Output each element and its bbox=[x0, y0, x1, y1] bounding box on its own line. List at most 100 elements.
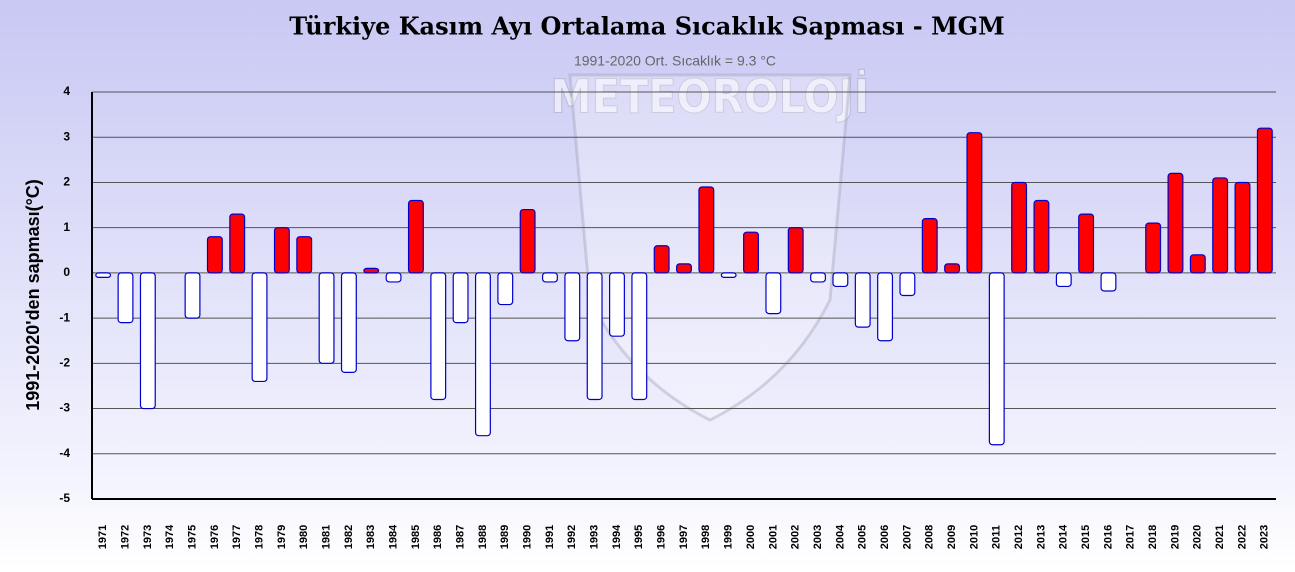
x-tick-label: 2002 bbox=[790, 525, 802, 549]
bar bbox=[340, 272, 357, 373]
x-tick-label: 1980 bbox=[298, 525, 310, 549]
bar bbox=[1212, 177, 1229, 274]
bar bbox=[586, 272, 603, 401]
bar bbox=[1011, 181, 1028, 274]
x-tick-label: 1977 bbox=[231, 525, 243, 549]
bar bbox=[743, 231, 759, 274]
y-tick-label: -3 bbox=[59, 401, 70, 415]
x-tick-label: 2009 bbox=[946, 525, 958, 549]
bar bbox=[1189, 254, 1206, 274]
x-tick-label: 2004 bbox=[834, 524, 846, 549]
bar bbox=[251, 272, 268, 383]
bar bbox=[1234, 181, 1251, 274]
bar bbox=[810, 272, 827, 283]
chart-title: Türkiye Kasım Ayı Ortalama Sıcaklık Sapm… bbox=[289, 12, 1004, 41]
bar bbox=[1256, 127, 1273, 274]
x-tick-label: 1994 bbox=[611, 524, 623, 549]
x-tick-label: 1982 bbox=[343, 525, 355, 549]
bar bbox=[1078, 213, 1095, 274]
x-tick-label: 1990 bbox=[522, 525, 534, 549]
x-tick-label: 1992 bbox=[566, 525, 578, 549]
x-tick-label: 1986 bbox=[432, 525, 444, 549]
bar bbox=[921, 218, 938, 274]
x-tick-label: 2013 bbox=[1035, 525, 1047, 549]
x-tick-label: 1971 bbox=[97, 525, 109, 549]
bar bbox=[720, 272, 737, 279]
y-tick-label: 1 bbox=[63, 220, 70, 234]
x-tick-label: 1975 bbox=[186, 525, 198, 549]
bar bbox=[95, 272, 112, 279]
bar bbox=[631, 272, 648, 401]
x-tick-label: 2014 bbox=[1058, 524, 1070, 549]
x-tick-label: 1973 bbox=[142, 525, 154, 549]
x-tick-label: 2019 bbox=[1169, 525, 1181, 549]
y-tick-label: -4 bbox=[59, 446, 70, 460]
watermark: METEOROLOJİ bbox=[551, 70, 870, 124]
x-tick-label: 2000 bbox=[745, 525, 757, 549]
x-tick-label: 1985 bbox=[410, 525, 422, 549]
y-tick-label: 3 bbox=[63, 129, 70, 143]
bar bbox=[497, 272, 514, 306]
x-tick-label: 1974 bbox=[164, 524, 176, 549]
x-tick-label: 1984 bbox=[387, 524, 399, 549]
bar bbox=[139, 272, 156, 410]
bar bbox=[1033, 199, 1050, 274]
x-tick-label: 1997 bbox=[678, 525, 690, 549]
bar bbox=[296, 236, 313, 274]
bar bbox=[541, 272, 558, 283]
x-tick-label: 2008 bbox=[924, 525, 936, 549]
x-tick-label: 2010 bbox=[968, 525, 980, 549]
bar bbox=[966, 132, 983, 274]
y-tick-label: -1 bbox=[59, 310, 70, 324]
bar bbox=[676, 263, 692, 274]
x-tick-label: 2011 bbox=[991, 525, 1003, 549]
x-tick-label: 1991 bbox=[544, 525, 556, 549]
bar bbox=[318, 272, 335, 364]
x-tick-label: 2003 bbox=[812, 525, 824, 549]
x-tick-label: 2016 bbox=[1102, 525, 1114, 549]
bar bbox=[1145, 222, 1162, 274]
x-tick-label: 1996 bbox=[656, 525, 668, 549]
x-tick-label: 2006 bbox=[879, 525, 891, 549]
bar bbox=[564, 272, 581, 342]
bar bbox=[609, 272, 625, 337]
bar bbox=[452, 272, 469, 324]
bar bbox=[899, 272, 916, 297]
bar bbox=[698, 186, 715, 274]
x-tick-label: 1983 bbox=[365, 525, 377, 549]
bar bbox=[385, 272, 402, 283]
x-tick-label: 1995 bbox=[633, 525, 645, 549]
x-tick-label: 2023 bbox=[1259, 525, 1271, 549]
x-tick-label: 2017 bbox=[1125, 525, 1137, 549]
x-tick-label: 2020 bbox=[1192, 525, 1204, 549]
bar bbox=[1100, 272, 1117, 292]
bar bbox=[273, 227, 290, 274]
x-tick-label: 1978 bbox=[253, 525, 265, 549]
bar bbox=[363, 267, 380, 274]
y-tick-label: 0 bbox=[63, 265, 70, 279]
x-tick-label: 1998 bbox=[700, 525, 712, 549]
x-tick-label: 1999 bbox=[723, 525, 735, 549]
y-tick-label: 2 bbox=[63, 175, 70, 189]
x-tick-label: 2015 bbox=[1080, 525, 1092, 549]
bar bbox=[519, 208, 536, 274]
bar bbox=[854, 272, 871, 328]
y-tick-label: -5 bbox=[59, 491, 70, 505]
bar bbox=[1055, 272, 1072, 288]
bar bbox=[653, 245, 670, 274]
x-tick-label: 1976 bbox=[209, 525, 221, 549]
x-tick-label: 2005 bbox=[857, 525, 869, 549]
bar bbox=[877, 272, 894, 342]
bar bbox=[206, 236, 223, 274]
x-tick-label: 1988 bbox=[477, 525, 489, 549]
y-tick-label: 4 bbox=[63, 84, 70, 98]
bar bbox=[474, 272, 491, 437]
bar bbox=[229, 213, 246, 274]
x-tick-label: 1981 bbox=[320, 525, 332, 549]
x-tick-label: 1989 bbox=[499, 525, 511, 549]
bar bbox=[430, 272, 447, 401]
x-tick-label: 2022 bbox=[1236, 525, 1248, 549]
x-tick-label: 1972 bbox=[119, 525, 131, 549]
